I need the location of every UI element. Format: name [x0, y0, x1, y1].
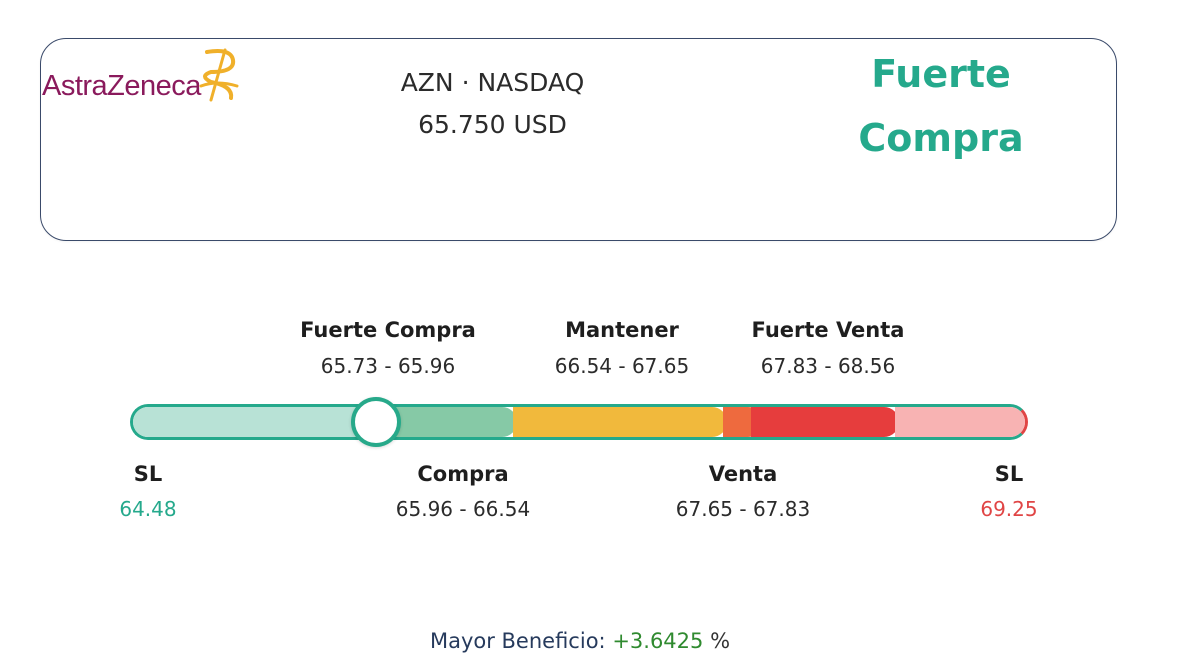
signal-line-1: Fuerte: [871, 52, 1011, 96]
zone-label-fuerte-venta: Fuerte Venta: [751, 318, 905, 342]
logo-wordmark: AstraZeneca: [42, 69, 201, 102]
company-logo: AstraZeneca: [42, 48, 243, 104]
zone-range-fuerte-compra: 65.73 - 65.96: [320, 354, 456, 378]
zone-label-sl-low: SL: [133, 462, 163, 486]
zone-label-compra: Compra: [417, 462, 509, 486]
zone-label-fuerte-compra: Fuerte Compra: [300, 318, 476, 342]
current-price: 65.750 USD: [418, 110, 567, 139]
zone-range-venta: 67.65 - 67.83: [675, 497, 811, 521]
gauge-segment-mantener: [513, 407, 727, 437]
gauge-segment-fuerte-venta: [751, 407, 899, 437]
zone-label-mantener: Mantener: [565, 318, 679, 342]
max-profit-value: +3.6425: [612, 629, 704, 653]
gauge-segment-compra: [379, 407, 517, 437]
zone-range-compra: 65.96 - 66.54: [395, 497, 531, 521]
zone-range-mantener: 66.54 - 67.65: [554, 354, 690, 378]
ticker-exchange: AZN · NASDAQ: [400, 68, 585, 97]
zone-range-fuerte-venta: 67.83 - 68.56: [760, 354, 896, 378]
ticker-info: AZN · NASDAQ 65.750 USD: [360, 62, 625, 146]
max-profit-unit: %: [710, 629, 731, 653]
stop-loss-high-value: 69.25: [980, 497, 1038, 521]
signal-line-2: Compra: [858, 116, 1024, 160]
signal-gauge-bar: [130, 404, 1028, 440]
gauge-segment-stop-loss-low: [133, 407, 379, 437]
astrazeneca-symbol-icon: [199, 48, 239, 102]
zone-label-sl-high: SL: [994, 462, 1024, 486]
gauge-segment-stop-loss-high: [895, 407, 1025, 437]
stop-loss-low-value: 64.48: [119, 497, 177, 521]
signal-recommendation: Fuerte Compra: [848, 42, 1034, 170]
zone-label-venta: Venta: [708, 462, 778, 486]
max-profit-line: Mayor Beneficio: +3.6425 %: [0, 629, 1160, 653]
max-profit-label: Mayor Beneficio:: [429, 629, 606, 653]
gauge-current-price-marker: [351, 397, 401, 447]
